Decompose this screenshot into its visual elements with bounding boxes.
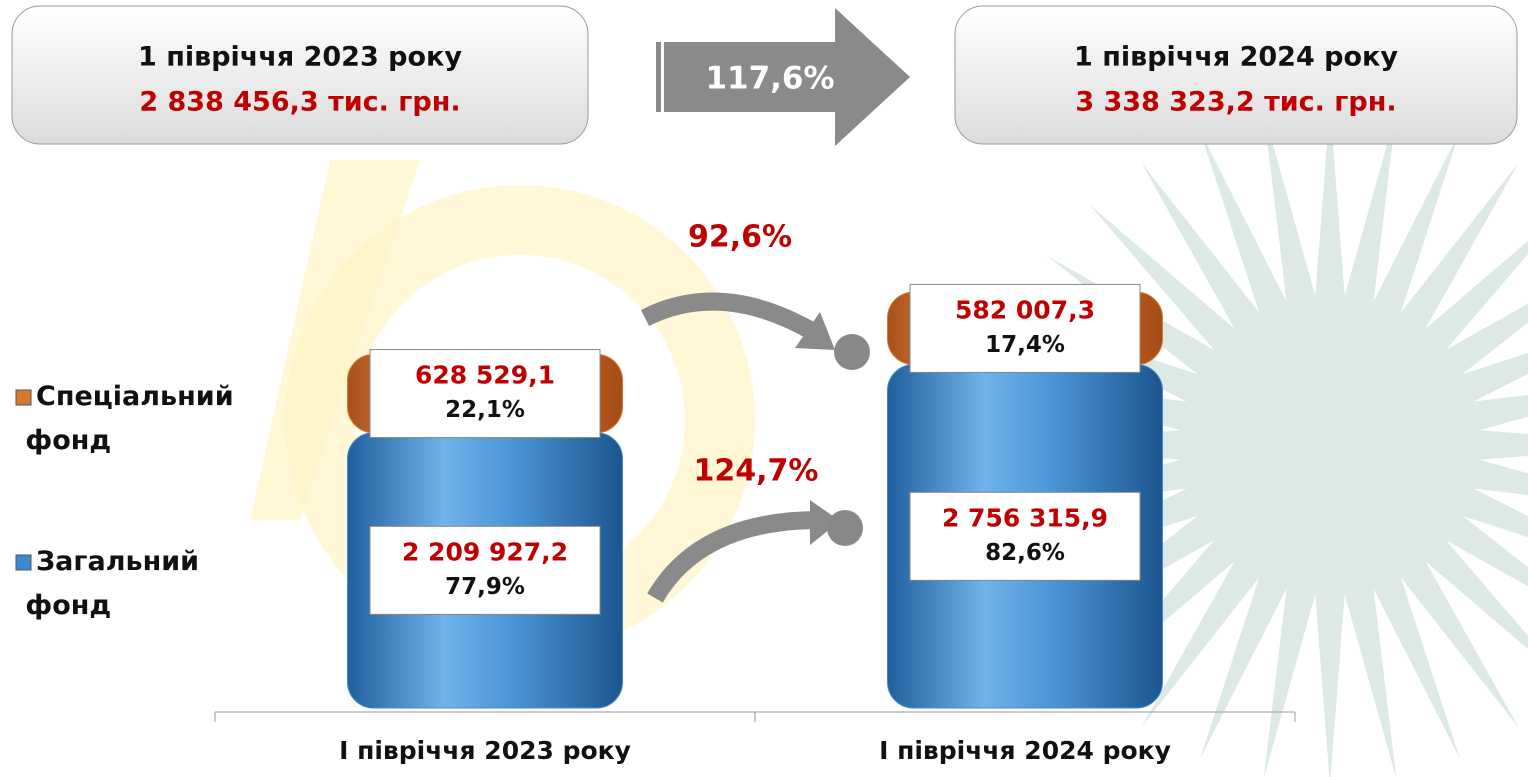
growth-label: 117,6%: [705, 61, 834, 97]
value-label: 2 756 315,9: [942, 503, 1108, 532]
header-box: [11, 5, 589, 145]
share-label: 22,1%: [445, 397, 525, 423]
growth-arrow: [647, 511, 821, 603]
x-tick-label: І півріччя 2024 року: [879, 736, 1171, 765]
label-box: [369, 525, 601, 615]
label-box: [369, 349, 601, 439]
legend-swatch: [15, 554, 32, 571]
share-label: 77,9%: [445, 574, 525, 600]
value-label: 582 007,3: [955, 295, 1095, 324]
growth-arrow: [810, 500, 840, 545]
label-box: [909, 491, 1141, 581]
growth-arrow: [795, 312, 835, 350]
period-title: 1 півріччя 2024 року: [1074, 42, 1398, 73]
header-box: [954, 5, 1518, 145]
legend-label: Загальний фонд: [16, 546, 199, 621]
share-label: 17,4%: [985, 332, 1065, 358]
arrow: [652, 8, 910, 146]
value-label: 628 529,1: [415, 361, 555, 390]
period-title: 1 півріччя 2023 року: [138, 42, 462, 73]
decoration: [990, 105, 1528, 777]
growth-label: 124,7%: [694, 454, 819, 489]
growth-label: 92,6%: [688, 220, 792, 255]
legend-label: Спеціальний фонд: [16, 381, 234, 456]
share-label: 82,6%: [985, 540, 1065, 566]
total-label: 2 838 456,3 тис. грн.: [139, 87, 460, 118]
total-label: 3 338 323,2 тис. грн.: [1075, 87, 1396, 118]
arrow-stripe: [652, 42, 656, 112]
x-tick-label: І півріччя 2023 року: [339, 736, 631, 765]
dot: [827, 510, 863, 546]
value-label: 2 209 927,2: [402, 537, 568, 566]
dot: [834, 334, 870, 370]
arrow-stripe: [661, 42, 664, 112]
legend-swatch: [15, 389, 32, 406]
growth-arrow: [640, 292, 815, 338]
label-box: [909, 283, 1141, 373]
